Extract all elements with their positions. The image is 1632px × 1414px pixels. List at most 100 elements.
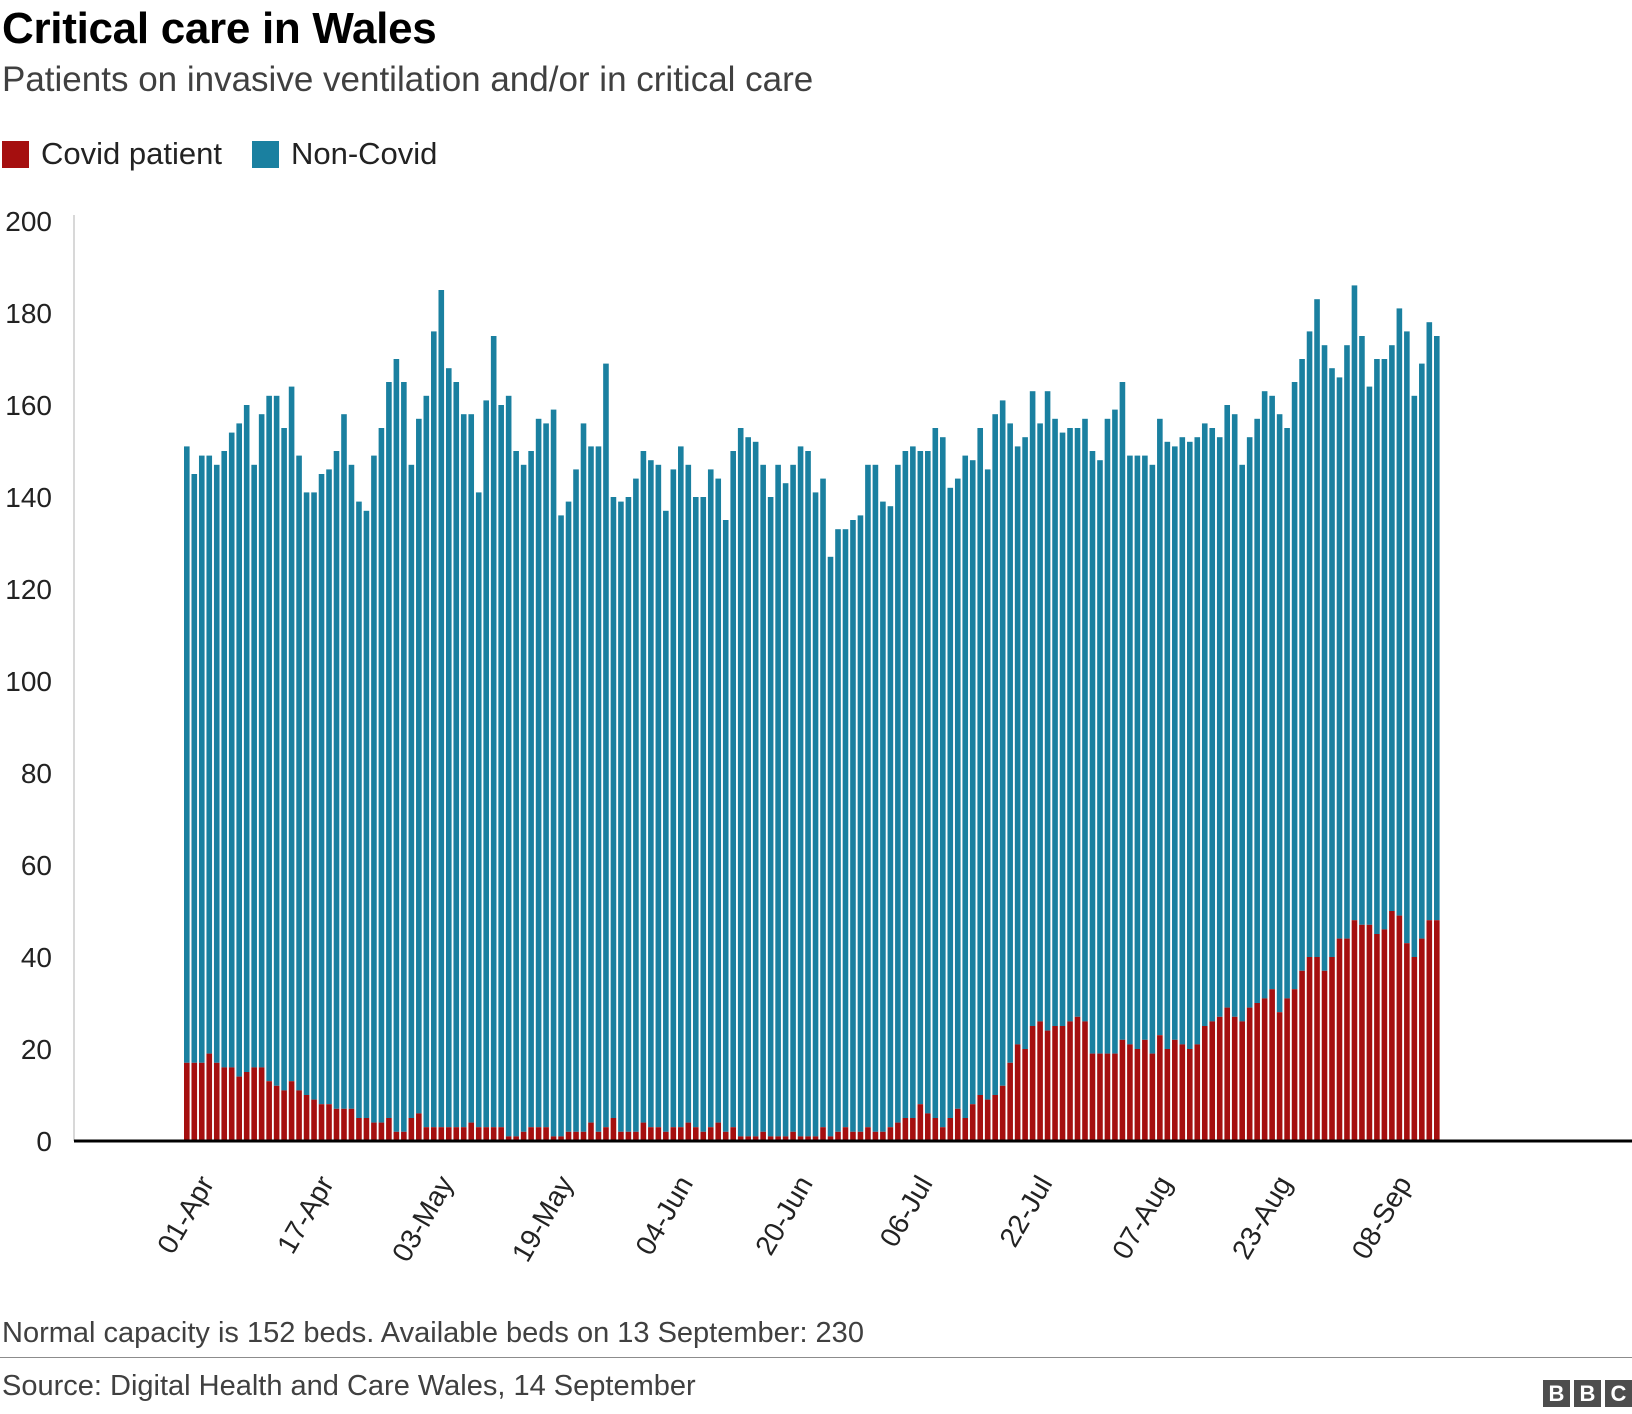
bar-covid [266, 1081, 272, 1141]
bar-non-covid [969, 460, 976, 1105]
bar-non-covid [266, 395, 272, 1082]
bar-non-covid [1127, 455, 1133, 1045]
bar-non-covid [692, 497, 699, 1128]
bar-covid [228, 1067, 235, 1141]
bar-non-covid [191, 474, 198, 1063]
bar-non-covid [1082, 418, 1088, 1022]
bar-covid [580, 1131, 587, 1141]
bar-non-covid [992, 414, 998, 1095]
bar-covid [962, 1118, 969, 1141]
bar-covid [528, 1127, 534, 1141]
bar-covid [498, 1127, 504, 1141]
bar-covid [453, 1127, 460, 1141]
bar-non-covid [917, 451, 924, 1105]
bar-covid [288, 1081, 295, 1141]
bar-covid [1029, 1026, 1036, 1141]
bar-covid [378, 1122, 385, 1141]
bar-non-covid [880, 501, 886, 1132]
bar-non-covid [573, 469, 579, 1132]
bar-non-covid [520, 464, 527, 1132]
bar-non-covid [715, 478, 722, 1123]
x-tick-label: 19-May [506, 1171, 580, 1267]
bar-covid [1224, 1007, 1231, 1141]
bar-non-covid [326, 469, 332, 1105]
bar-covid [618, 1131, 624, 1141]
bar-covid [573, 1131, 579, 1141]
bar-covid [318, 1104, 325, 1141]
bar-covid [820, 1127, 826, 1141]
bar-covid [1344, 938, 1350, 1141]
bar-covid [1381, 929, 1388, 1141]
y-tick-label: 60 [21, 850, 52, 881]
bar-non-covid [670, 469, 677, 1128]
bar-non-covid [431, 331, 437, 1128]
bar-non-covid [371, 455, 377, 1123]
bar-covid [939, 1127, 946, 1141]
bar-non-covid [685, 464, 692, 1123]
bar-non-covid [939, 437, 946, 1128]
bar-covid [1097, 1053, 1103, 1141]
bar-covid [326, 1104, 332, 1141]
bar-covid [1239, 1021, 1245, 1141]
bar-covid [722, 1131, 729, 1141]
bar-covid [1254, 1003, 1260, 1141]
bar-covid [1374, 934, 1380, 1141]
bar-covid [1149, 1053, 1156, 1141]
bar-covid [1276, 1012, 1283, 1141]
bar-covid [610, 1118, 617, 1141]
footer-divider [0, 1357, 1632, 1358]
bar-covid [797, 1136, 804, 1141]
bar-covid [1351, 920, 1358, 1141]
bar-covid [902, 1118, 909, 1141]
bar-covid [1014, 1044, 1021, 1141]
bar-non-covid [1059, 432, 1066, 1027]
y-tick-label: 100 [5, 666, 52, 697]
bar-covid [1306, 957, 1313, 1141]
bar-covid [1067, 1021, 1073, 1141]
bar-non-covid [1074, 428, 1081, 1017]
bar-covid [857, 1131, 864, 1141]
bar-non-covid [902, 451, 909, 1118]
bar-non-covid [1037, 423, 1043, 1022]
bar-covid [678, 1127, 684, 1141]
bar-covid [281, 1090, 287, 1141]
bar-non-covid [857, 515, 864, 1132]
y-tick-label: 140 [5, 482, 52, 513]
bar-covid [1142, 1039, 1148, 1141]
bar-non-covid [1216, 437, 1223, 1017]
bar-covid [236, 1076, 242, 1141]
bar-covid [438, 1127, 445, 1141]
bar-covid [221, 1067, 228, 1141]
bar-covid [296, 1090, 302, 1141]
bar-covid [1209, 1021, 1216, 1141]
bar-non-covid [1329, 368, 1335, 957]
bar-covid [1366, 924, 1373, 1141]
stacked-bar-chart: 0 20 40 60 80 100 120 140 160 180 200 01-Apr 17-Apr… [5, 206, 1632, 1267]
bar-non-covid [1179, 437, 1186, 1045]
bar-covid [311, 1099, 317, 1141]
bar-covid [1434, 920, 1440, 1141]
bar-non-covid [1112, 409, 1118, 1054]
bar-non-covid [311, 492, 317, 1100]
bar-non-covid [760, 464, 766, 1132]
y-tick-label: 80 [21, 758, 52, 789]
bar-covid [603, 1127, 609, 1141]
bar-non-covid [558, 515, 564, 1137]
bar-non-covid [797, 446, 804, 1137]
bar-covid [842, 1127, 849, 1141]
bar-non-covid [1194, 437, 1201, 1045]
bar-non-covid [1164, 441, 1171, 1049]
bar-non-covid [1336, 377, 1343, 939]
bar-covid [408, 1118, 415, 1141]
bar-non-covid [640, 451, 647, 1123]
bar-non-covid [438, 290, 445, 1128]
x-tick-label: 03-May [386, 1171, 460, 1267]
bar-non-covid [228, 432, 235, 1068]
bar-covid [595, 1131, 602, 1141]
bar-non-covid [535, 418, 542, 1128]
y-tick-label: 20 [21, 1034, 52, 1065]
bar-covid [954, 1108, 961, 1141]
bar-covid [917, 1104, 924, 1141]
bar-covid [341, 1108, 347, 1141]
bar-non-covid [1314, 299, 1320, 957]
